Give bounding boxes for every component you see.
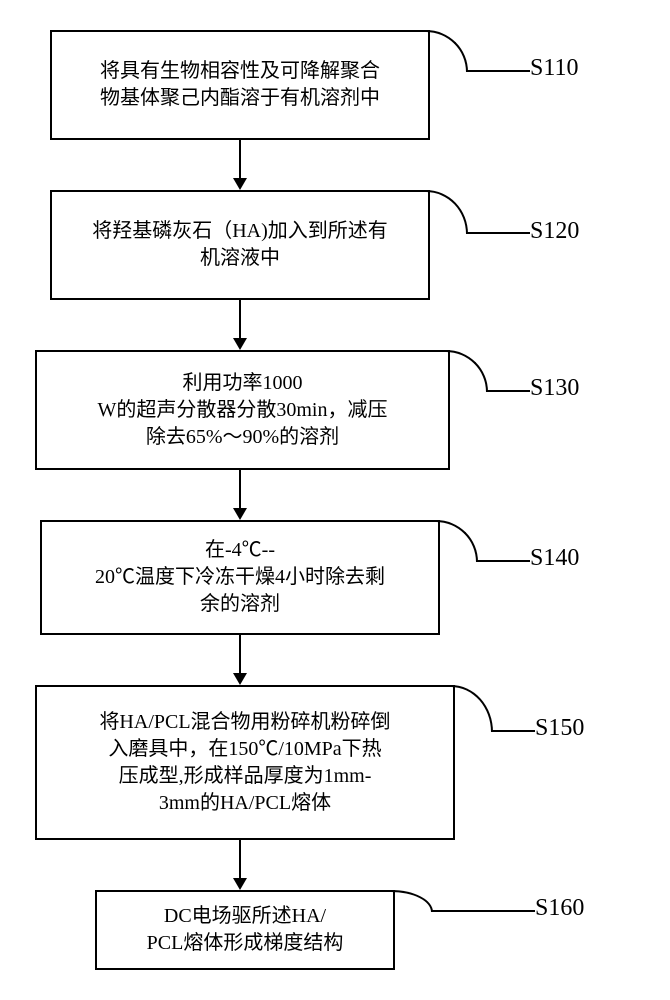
flow-node-n5: 将HA/PCL混合物用粉碎机粉碎倒 入磨具中，在150℃/10MPa下热 压成型… bbox=[35, 685, 455, 840]
arrow-head-icon bbox=[233, 338, 247, 350]
step-label-s130: S130 bbox=[530, 375, 579, 402]
step-label-s110: S110 bbox=[530, 55, 578, 82]
arrow-head-icon bbox=[233, 673, 247, 685]
flow-node-n2: 将羟基磷灰石（HA)加入到所述有 机溶液中 bbox=[50, 190, 430, 300]
flow-node-text: 将HA/PCL混合物用粉碎机粉碎倒 入磨具中，在150℃/10MPa下热 压成型… bbox=[99, 709, 390, 817]
arrow-line bbox=[239, 635, 241, 673]
callout-tail bbox=[476, 560, 530, 562]
arrow-line bbox=[239, 300, 241, 338]
arrow-head-icon bbox=[233, 878, 247, 890]
arrow-line bbox=[239, 140, 241, 178]
arrow-head-icon bbox=[233, 508, 247, 520]
step-label-s150: S150 bbox=[535, 715, 584, 742]
flow-node-text: 将羟基磷灰石（HA)加入到所述有 机溶液中 bbox=[92, 218, 388, 272]
flowchart-canvas: 将具有生物相容性及可降解聚合 物基体聚己内酯溶于有机溶剂中将羟基磷灰石（HA)加… bbox=[0, 0, 670, 1000]
step-label-s140: S140 bbox=[530, 545, 579, 572]
flow-node-n3: 利用功率1000 W的超声分散器分散30min，减压 除去65%～90%的溶剂 bbox=[35, 350, 450, 470]
flow-node-n1: 将具有生物相容性及可降解聚合 物基体聚己内酯溶于有机溶剂中 bbox=[50, 30, 430, 140]
callout-curve bbox=[426, 190, 468, 234]
flow-node-n6: DC电场驱所述HA/ PCL熔体形成梯度结构 bbox=[95, 890, 395, 970]
step-label-s120: S120 bbox=[530, 218, 579, 245]
flow-node-text: 在-4℃-- 20℃温度下冷冻干燥4小时除去剩 余的溶剂 bbox=[95, 537, 385, 618]
arrow-head-icon bbox=[233, 178, 247, 190]
callout-curve bbox=[446, 350, 488, 392]
flow-node-text: DC电场驱所述HA/ PCL熔体形成梯度结构 bbox=[147, 903, 344, 957]
step-label-s160: S160 bbox=[535, 895, 584, 922]
callout-curve bbox=[391, 890, 433, 912]
arrow-line bbox=[239, 840, 241, 878]
flow-node-n4: 在-4℃-- 20℃温度下冷冻干燥4小时除去剩 余的溶剂 bbox=[40, 520, 440, 635]
flow-node-text: 将具有生物相容性及可降解聚合 物基体聚己内酯溶于有机溶剂中 bbox=[100, 58, 380, 112]
callout-curve bbox=[451, 685, 493, 732]
callout-tail bbox=[486, 390, 530, 392]
callout-tail bbox=[491, 730, 535, 732]
arrow-line bbox=[239, 470, 241, 508]
callout-tail bbox=[466, 232, 530, 234]
callout-curve bbox=[436, 520, 478, 562]
callout-tail bbox=[466, 70, 530, 72]
flow-node-text: 利用功率1000 W的超声分散器分散30min，减压 除去65%～90%的溶剂 bbox=[98, 370, 388, 451]
callout-tail bbox=[431, 910, 535, 912]
callout-curve bbox=[426, 30, 468, 72]
